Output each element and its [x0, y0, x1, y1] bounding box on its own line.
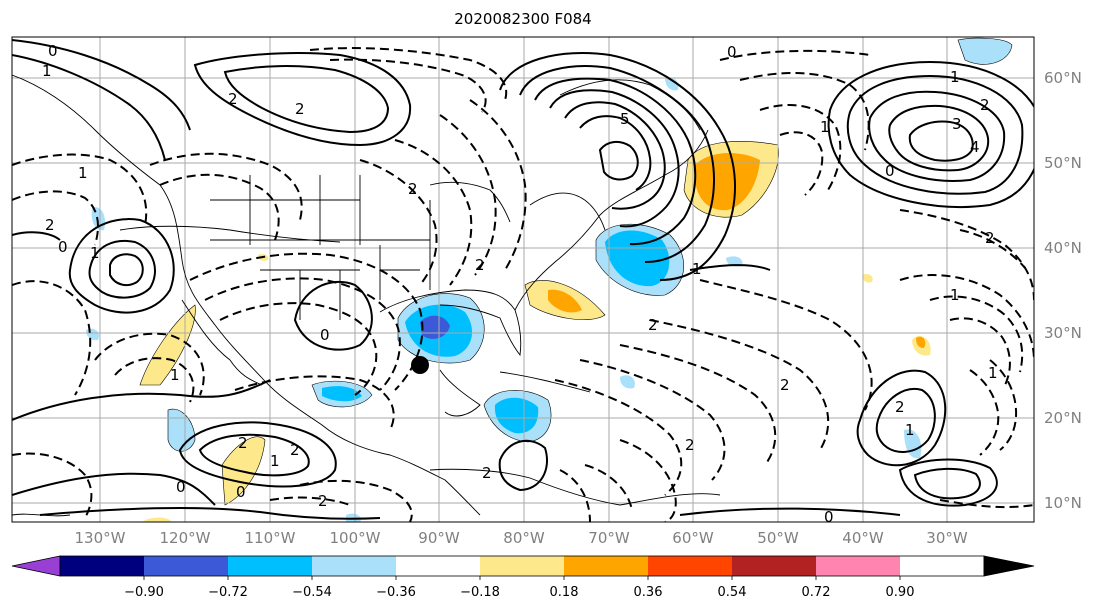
contour-label: 0 — [176, 478, 186, 496]
contour-label: 2 — [895, 398, 905, 416]
contour-label: 2 — [45, 216, 55, 234]
longitude-labels: 130°W 120°W 110°W 100°W 90°W 80°W 70°W 6… — [75, 529, 968, 547]
colorbar-tick-label: 0.72 — [802, 585, 831, 600]
lon-label-60w: 60°W — [672, 529, 714, 547]
contour-label: 0 — [885, 162, 895, 180]
lat-label-60n: 60°N — [1044, 69, 1082, 87]
colorbar-tick-label: 0.36 — [634, 585, 663, 600]
colorbar-tick-label: 0.18 — [550, 585, 579, 600]
contour-label: 2 — [295, 100, 305, 118]
colorbar-segment — [816, 556, 900, 576]
colorbar: −0.90 −0.72 −0.54 −0.36 −0.18 0.18 0.36 … — [11, 555, 1035, 600]
colorbar-tick-label: −0.72 — [208, 585, 248, 600]
contour-label: 2 — [408, 180, 418, 198]
colorbar-segment — [60, 556, 144, 576]
contour-label: 0 — [727, 43, 737, 61]
contour-label: 2 — [985, 229, 995, 247]
contour-label: 4 — [970, 138, 980, 156]
contour-label: 1 — [988, 364, 998, 382]
contour-label: 2 — [780, 376, 790, 394]
colorbar-tick-label: −0.90 — [124, 585, 164, 600]
lon-label-90w: 90°W — [418, 529, 460, 547]
lon-label-80w: 80°W — [503, 529, 545, 547]
contour-label: 2 — [228, 90, 238, 108]
contour-label: 5 — [620, 110, 630, 128]
contour-label: 1 — [692, 260, 702, 278]
coastlines — [12, 74, 721, 517]
colorbar-extend-high — [983, 555, 1035, 577]
colorbar-segment — [144, 556, 228, 576]
contour-label: 1 — [90, 244, 100, 262]
lon-label-110w: 110°W — [245, 529, 296, 547]
contour-label: 1 — [820, 118, 830, 136]
colorbar-segment — [732, 556, 816, 576]
contour-label: 2 — [475, 256, 485, 274]
lat-label-10n: 10°N — [1044, 494, 1082, 512]
contour-label: 2 — [685, 436, 695, 454]
storm-center-dot — [411, 356, 429, 374]
contour-label: 0 — [58, 238, 68, 256]
map-plot-area: 0 1 2 2 1 2 0 1 5 0 1 1 2 3 4 0 2 2 1 2 … — [12, 37, 1034, 526]
contour-label: 1 — [270, 452, 280, 470]
contour-label: 1 — [950, 68, 960, 86]
lat-label-40n: 40°N — [1044, 239, 1082, 257]
lon-label-120w: 120°W — [160, 529, 211, 547]
colorbar-tick-label: −0.18 — [460, 585, 500, 600]
lat-label-20n: 20°N — [1044, 409, 1082, 427]
lon-label-70w: 70°W — [588, 529, 630, 547]
colorbar-extend-low — [11, 555, 61, 577]
contour-label: 2 — [482, 464, 492, 482]
gridlines — [12, 37, 1034, 522]
contour-lines — [12, 39, 1034, 522]
contour-label: 1 — [78, 164, 88, 182]
lat-label-50n: 50°N — [1044, 154, 1082, 172]
lon-label-100w: 100°W — [330, 529, 381, 547]
contour-labels: 0 1 2 2 1 2 0 1 5 0 1 1 2 3 4 0 2 2 1 2 … — [42, 42, 998, 526]
colorbar-tick-label: 0.54 — [718, 585, 747, 600]
colorbar-segment — [648, 556, 732, 576]
colorbar-segment — [228, 556, 312, 576]
colorbar-segment — [564, 556, 648, 576]
contour-label: 1 — [905, 421, 915, 439]
contour-label: 2 — [648, 316, 658, 334]
latitude-labels: 60°N 50°N 40°N 30°N 20°N 10°N — [1044, 69, 1082, 512]
lon-label-50w: 50°W — [757, 529, 799, 547]
shaded-anomalies — [86, 37, 1013, 522]
contour-label: 1 — [42, 62, 52, 80]
contour-label: 1 — [950, 286, 960, 304]
contour-label: 0 — [236, 483, 246, 501]
colorbar-segment — [312, 556, 396, 576]
lat-label-30n: 30°N — [1044, 324, 1082, 342]
colorbar-tick-label: −0.36 — [376, 585, 416, 600]
lon-label-40w: 40°W — [842, 529, 884, 547]
colorbar-segment — [396, 556, 480, 576]
lon-label-30w: 30°W — [926, 529, 968, 547]
contour-label: 2 — [318, 492, 328, 510]
colorbar-segment — [480, 556, 564, 576]
contour-label: 0 — [48, 42, 58, 60]
map-frame — [11, 36, 1035, 523]
contour-label: 0 — [320, 326, 330, 344]
contour-label: 0 — [824, 508, 834, 526]
contour-label: 2 — [980, 96, 990, 114]
contour-label: 3 — [952, 115, 962, 133]
contour-label: 2 — [238, 434, 248, 452]
contour-label: 1 — [170, 366, 180, 384]
colorbar-tick-label: 0.90 — [886, 585, 915, 600]
contour-label: 2 — [290, 441, 300, 459]
colorbar-tick-label: −0.54 — [292, 585, 332, 600]
colorbar-frame — [59, 555, 985, 577]
map-title: 2020082300 F084 — [454, 10, 592, 28]
lon-label-130w: 130°W — [75, 529, 126, 547]
